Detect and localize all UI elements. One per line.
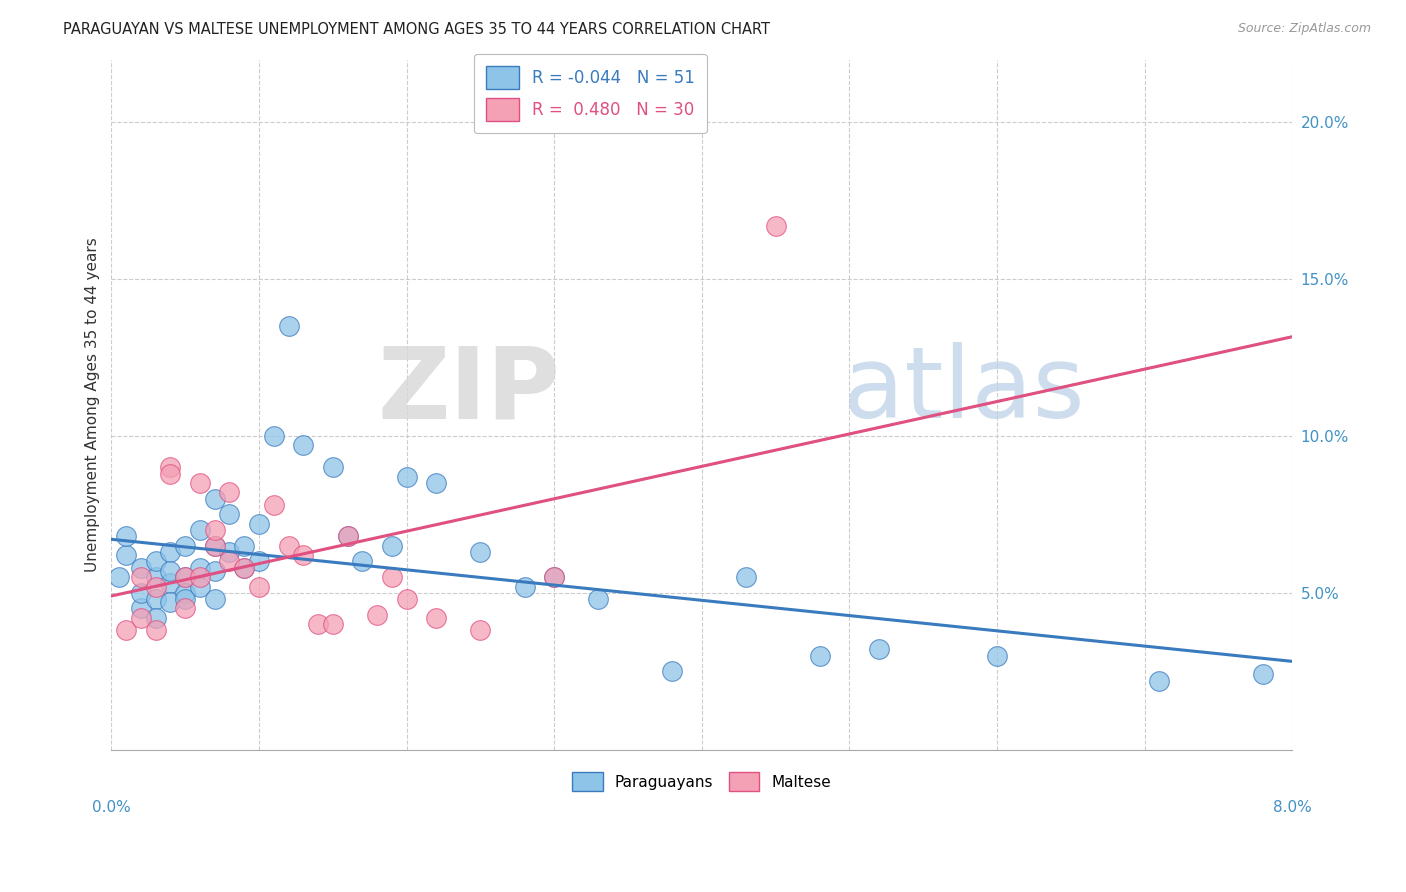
Point [808,648,831,663]
Point [425,475,447,490]
Point [129,586,152,600]
Point [218,554,240,568]
Point [247,580,270,594]
Point [159,545,181,559]
Point [145,580,167,594]
Point [233,539,256,553]
Point [129,601,152,615]
Point [145,570,167,584]
Text: ZIP: ZIP [377,343,560,439]
Point [159,564,181,578]
Point [188,523,211,537]
Text: atlas: atlas [844,343,1085,439]
Legend: Paraguayans, Maltese: Paraguayans, Maltese [567,766,838,797]
Point [115,624,138,638]
Point [263,429,285,443]
Point [263,498,285,512]
Point [174,570,197,584]
Point [395,469,418,483]
Point [145,592,167,607]
Point [765,219,787,233]
Point [174,539,197,553]
Point [188,580,211,594]
Point [425,611,447,625]
Text: Source: ZipAtlas.com: Source: ZipAtlas.com [1237,22,1371,36]
Point [336,529,359,543]
Point [218,485,240,500]
Point [159,460,181,475]
Point [322,460,344,475]
Point [1149,673,1171,688]
Point [204,539,226,553]
Point [204,523,226,537]
Point [107,570,129,584]
Point [188,560,211,574]
Point [204,592,226,607]
Point [588,592,610,607]
Point [395,592,418,607]
Point [204,539,226,553]
Point [218,545,240,559]
Point [145,611,167,625]
Point [174,592,197,607]
Point [233,560,256,574]
Point [986,648,1008,663]
Point [129,560,152,574]
Point [145,624,167,638]
Point [543,570,565,584]
Point [159,595,181,609]
Point [292,438,315,452]
Point [247,554,270,568]
Point [352,554,374,568]
Text: 8.0%: 8.0% [1272,800,1312,814]
Point [1251,667,1274,681]
Point [129,570,152,584]
Point [188,570,211,584]
Point [336,529,359,543]
Point [277,319,299,334]
Point [129,611,152,625]
Y-axis label: Unemployment Among Ages 35 to 44 years: Unemployment Among Ages 35 to 44 years [86,237,100,572]
Point [735,570,758,584]
Point [115,548,138,562]
Point [322,617,344,632]
Point [381,570,404,584]
Point [145,554,167,568]
Text: 0.0%: 0.0% [91,800,131,814]
Point [204,564,226,578]
Point [381,539,404,553]
Point [115,529,138,543]
Point [470,624,492,638]
Point [247,516,270,531]
Point [233,560,256,574]
Point [174,601,197,615]
Point [188,475,211,490]
Point [174,586,197,600]
Point [159,467,181,481]
Point [159,576,181,591]
Point [174,570,197,584]
Point [470,545,492,559]
Point [513,580,536,594]
Text: PARAGUAYAN VS MALTESE UNEMPLOYMENT AMONG AGES 35 TO 44 YEARS CORRELATION CHART: PARAGUAYAN VS MALTESE UNEMPLOYMENT AMONG… [63,22,770,37]
Point [292,548,315,562]
Point [868,642,890,657]
Point [307,617,329,632]
Point [543,570,565,584]
Point [366,607,388,622]
Point [218,508,240,522]
Point [661,664,683,678]
Point [204,491,226,506]
Point [277,539,299,553]
